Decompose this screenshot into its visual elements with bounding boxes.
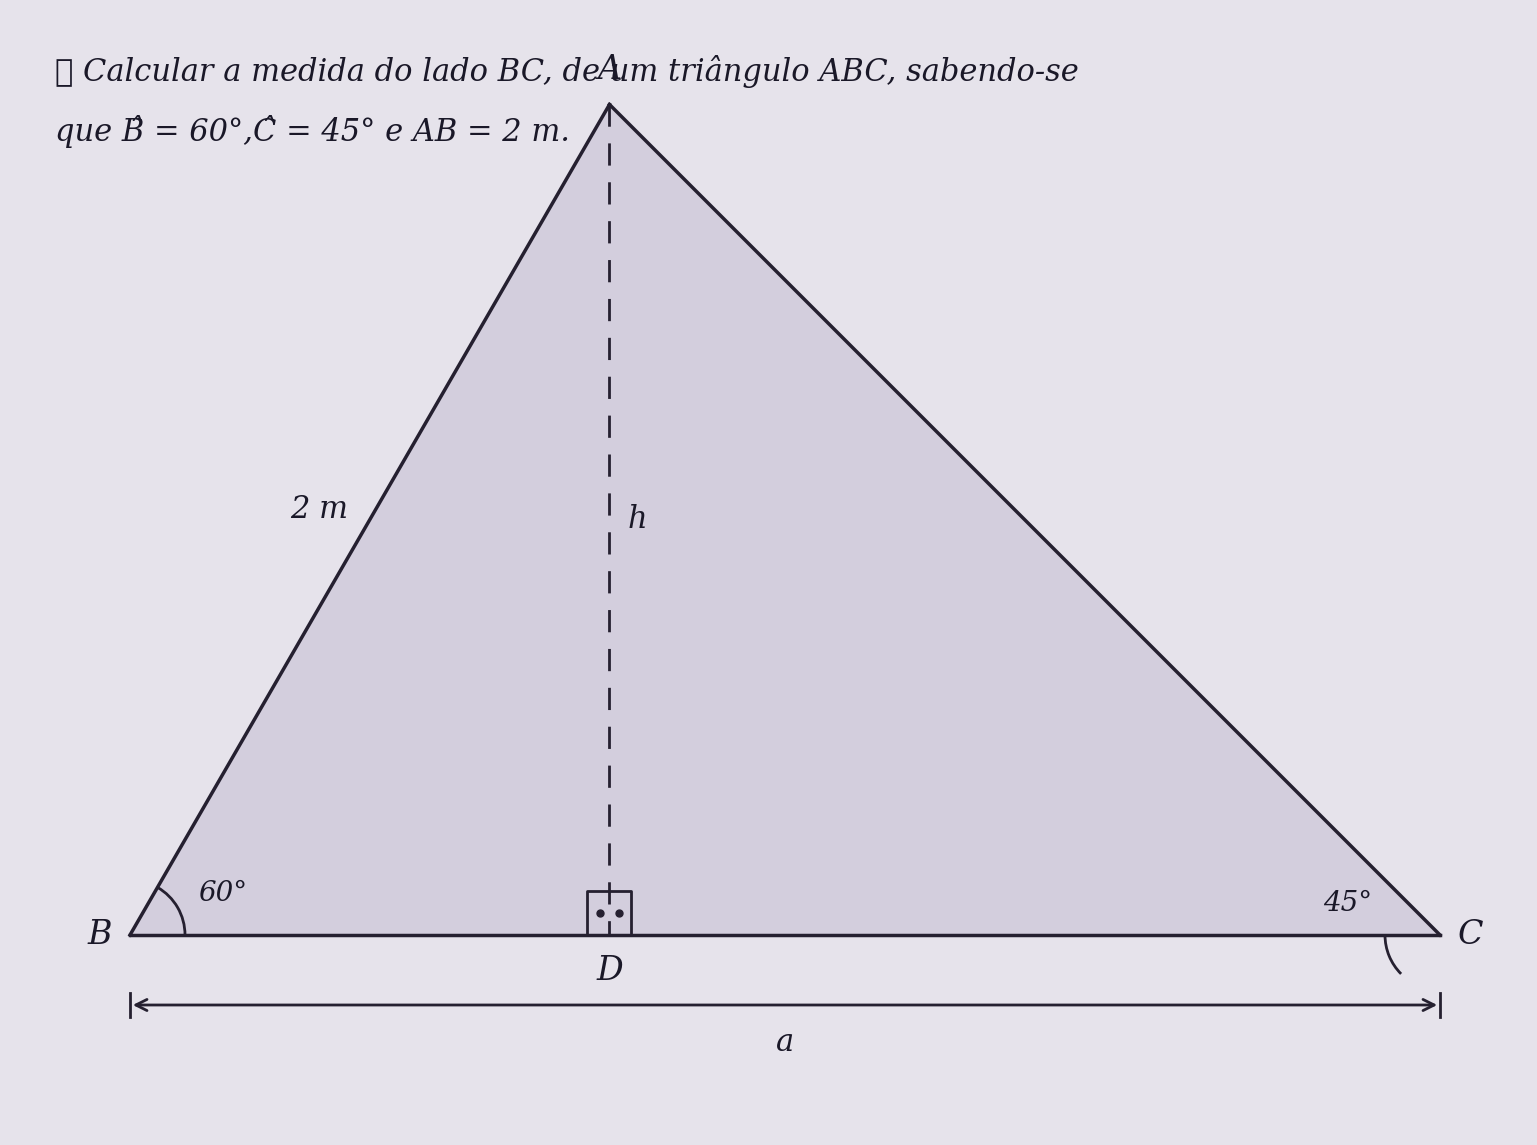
Text: 2 m: 2 m	[290, 495, 347, 526]
Text: 60°: 60°	[198, 881, 247, 907]
Text: h: h	[627, 504, 647, 535]
Text: A: A	[598, 55, 621, 87]
Text: B: B	[88, 919, 112, 951]
Text: 45°: 45°	[1323, 890, 1373, 917]
Text: a: a	[776, 1027, 795, 1058]
Text: D: D	[596, 955, 622, 987]
Text: que B̂ = 60°,Ĉ = 45° e AB = 2 m.: que B̂ = 60°,Ĉ = 45° e AB = 2 m.	[55, 114, 570, 148]
Text: C: C	[1459, 919, 1483, 951]
Polygon shape	[131, 104, 1440, 935]
Text: ① Calcular a medida do lado BC, de um triângulo ABC, sabendo-se: ① Calcular a medida do lado BC, de um tr…	[55, 55, 1079, 88]
